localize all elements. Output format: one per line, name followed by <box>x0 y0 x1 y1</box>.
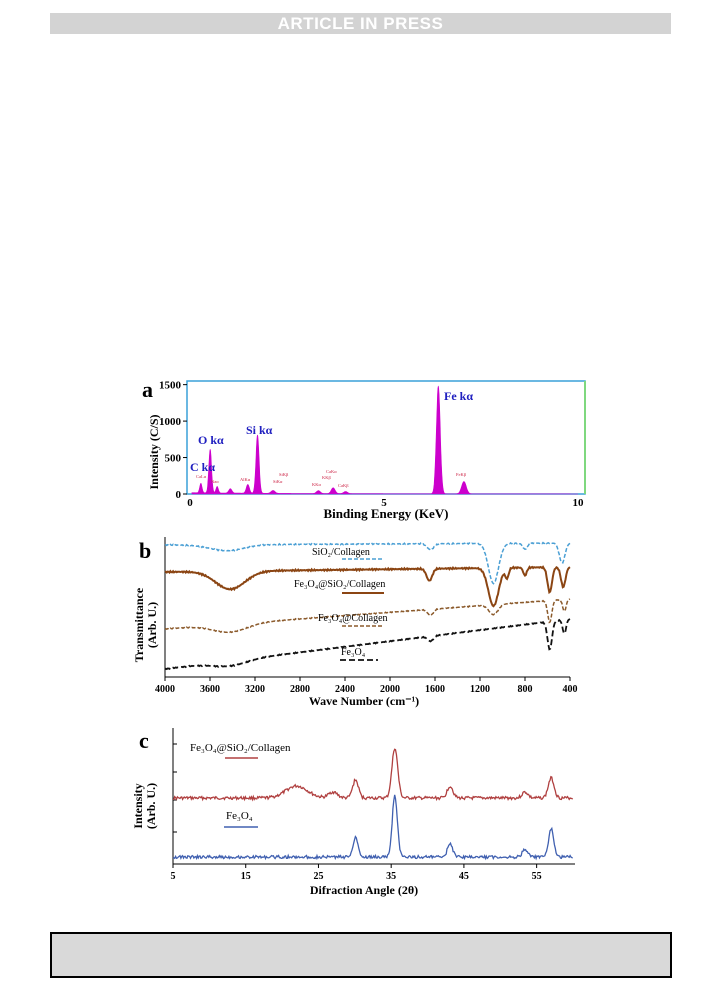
panel-c-ylabel-1: Intensity <box>131 783 145 828</box>
panel-a-y-tick-label: 500 <box>165 453 182 465</box>
legend-fe3o4-sio2-collagen: Fe₃O₄@SiO₂/Collagen <box>294 579 385 590</box>
panel-c-x-tick-label: 45 <box>459 871 469 882</box>
panel-b-label: b <box>139 538 151 563</box>
small-label-cal: CaLα <box>196 474 207 479</box>
small-label-al: AlKα <box>240 477 251 482</box>
panel-b-x-tick-label: 3600 <box>200 684 220 695</box>
eds-spectrum-trace <box>191 385 578 495</box>
panel-b-x-tick-label: 1200 <box>470 684 490 695</box>
panel-b-x-tick-label: 3200 <box>245 684 265 695</box>
small-label-caka: CaKα <box>326 469 337 474</box>
panel-c-ylabel-2: (Arb. U.) <box>144 783 158 829</box>
panel-a-y-tick-label: 0 <box>176 489 182 501</box>
peak-label-o-ka: O kα <box>198 433 224 447</box>
panel-b-x-tick-label: 4000 <box>155 684 175 695</box>
panel-a-x-ticks: 0 5 10 <box>187 497 584 509</box>
legend-fe3o4-sio2-collagen-xrd: Fe₃O₄@SiO₂/Collagen <box>190 742 291 754</box>
panel-c-label: c <box>139 728 149 753</box>
small-label-sikb: SiKβ <box>279 472 289 477</box>
panel-a-xlabel: Binding Energy (KeV) <box>324 506 449 521</box>
xrd-pattern-panel: c Intensity (Arb. U.) 5 15 25 35 45 55 Fe₃O₄@… <box>131 728 575 897</box>
panel-b-ylabel-1: Transmittance <box>132 587 146 662</box>
panel-b-x-tick-label: 800 <box>518 684 533 695</box>
small-label-kka: KKα <box>312 482 321 487</box>
small-label-na: Naα <box>211 479 219 484</box>
ftir-trace-fe3o4 <box>164 618 571 671</box>
footer-citation-box <box>50 932 672 978</box>
xrd-trace-fe3o4-sio2-collagen <box>172 748 574 802</box>
panel-b-ylabel-2: (Arb. U.) <box>145 602 159 648</box>
panel-b-x-tick-label: 2800 <box>290 684 310 695</box>
small-label-kkb: KKβ <box>322 475 331 480</box>
panel-a-x-tick-label: 10 <box>573 497 585 509</box>
panel-c-y-ticks <box>173 743 177 833</box>
panel-b-x-ticks: 4000 3600 3200 2800 2400 2000 1600 1200 800 400 <box>155 677 578 695</box>
panel-a-y-ticks: 1500 1000 500 0 <box>159 380 187 501</box>
panel-c-xlabel: Difraction Angle (2θ) <box>310 883 418 897</box>
panel-a-x-tick-label: 0 <box>187 497 193 509</box>
panel-a-label: a <box>142 377 153 402</box>
panel-a-y-tick-label: 1500 <box>159 380 182 392</box>
small-label-fekb: FeKβ <box>456 472 467 477</box>
panel-b-xlabel: Wave Number (cm⁻¹) <box>309 694 419 708</box>
panel-c-x-tick-label: 55 <box>532 871 542 882</box>
ftir-trace-fe3o4-collagen <box>164 598 571 634</box>
ftir-trace-sio2-collagen <box>164 541 571 585</box>
panel-c-x-ticks: 5 15 25 35 45 55 <box>171 864 542 882</box>
panel-b-x-tick-label: 2400 <box>335 684 355 695</box>
eds-spectrum-panel: a Intensity (C/S) 1500 1000 500 0 0 5 10 C kα… <box>142 377 586 521</box>
ftir-spectrum-panel: b Transmittance (Arb. U.) 4000 3600 3200 28… <box>132 537 578 708</box>
legend-fe3o4: Fe₃O₄ <box>341 647 366 658</box>
panel-b-x-tick-label: 2000 <box>380 684 400 695</box>
panel-c-x-tick-label: 35 <box>386 871 396 882</box>
legend-fe3o4-collagen: Fe₃O₄@Collagen <box>318 613 388 624</box>
ftir-trace-fe3o4-sio2-collagen <box>164 565 571 608</box>
small-label-cakb: CaKβ <box>338 483 349 488</box>
panel-a-x-tick-label: 5 <box>381 497 387 509</box>
panel-c-x-tick-label: 5 <box>171 871 176 882</box>
peak-label-fe-ka: Fe kα <box>444 389 473 403</box>
small-label-sika: SiKα <box>273 479 283 484</box>
legend-sio2-collagen: SiO₂/Collagen <box>312 547 370 558</box>
panel-c-x-tick-label: 15 <box>241 871 251 882</box>
panel-a-ylabel: Intensity (C/S) <box>147 414 161 489</box>
panel-c-x-tick-label: 25 <box>313 871 323 882</box>
panel-b-x-tick-label: 400 <box>563 684 578 695</box>
panel-a-y-tick-label: 1000 <box>159 416 182 428</box>
xrd-trace-fe3o4 <box>172 794 573 861</box>
peak-label-si-ka: Si kα <box>246 423 273 437</box>
article-in-press-banner: ARTICLE IN PRESS <box>50 13 671 34</box>
peak-label-c-ka: C kα <box>190 460 215 474</box>
legend-fe3o4-xrd: Fe₃O₄ <box>226 810 253 822</box>
panel-b-x-tick-label: 1600 <box>425 684 445 695</box>
